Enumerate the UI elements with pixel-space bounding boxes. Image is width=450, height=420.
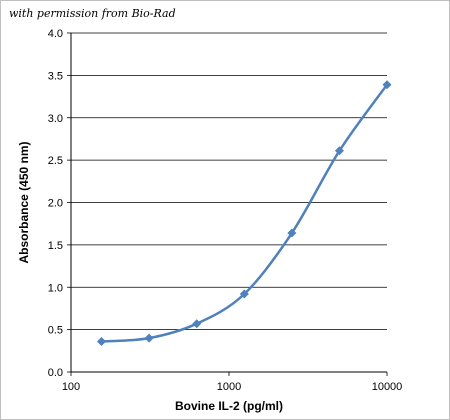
y-tick-label: 3.0	[48, 113, 63, 125]
data-point-marker	[192, 319, 202, 329]
y-tick-label: 0.5	[48, 325, 63, 337]
permission-watermark: with permission from Bio-Rad	[9, 7, 176, 20]
gridlines	[71, 32, 387, 331]
y-tick-label: 2.5	[48, 155, 63, 167]
data-point-marker	[382, 80, 392, 90]
y-tick-label: 2.0	[48, 198, 63, 210]
x-tick-label: 100	[62, 381, 80, 393]
y-tick-label: 4.0	[48, 28, 63, 40]
y-tick-label: 0.0	[48, 367, 63, 379]
y-axis-ticks: 0.0 0.5 1.0 1.5 2.0 2.5 3.0 3.5 4.0	[48, 28, 71, 379]
data-point-marker	[97, 336, 107, 346]
x-tick-label: 1000	[217, 381, 241, 393]
y-tick-label: 1.5	[48, 240, 63, 252]
x-axis-ticks: 100 1000 10000	[62, 372, 402, 393]
x-axis-title: Bovine IL-2 (pg/ml)	[175, 399, 283, 413]
data-point-marker	[287, 228, 297, 238]
data-point-marker	[239, 289, 249, 299]
x-tick-label: 10000	[372, 381, 403, 393]
y-tick-label: 3.5	[48, 70, 63, 82]
y-axis-title: Absorbance (450 nm)	[17, 141, 31, 263]
y-tick-label: 1.0	[48, 282, 63, 294]
data-point-marker	[334, 146, 344, 156]
data-points	[97, 80, 392, 346]
data-point-marker	[144, 333, 154, 343]
series-line	[101, 83, 389, 343]
